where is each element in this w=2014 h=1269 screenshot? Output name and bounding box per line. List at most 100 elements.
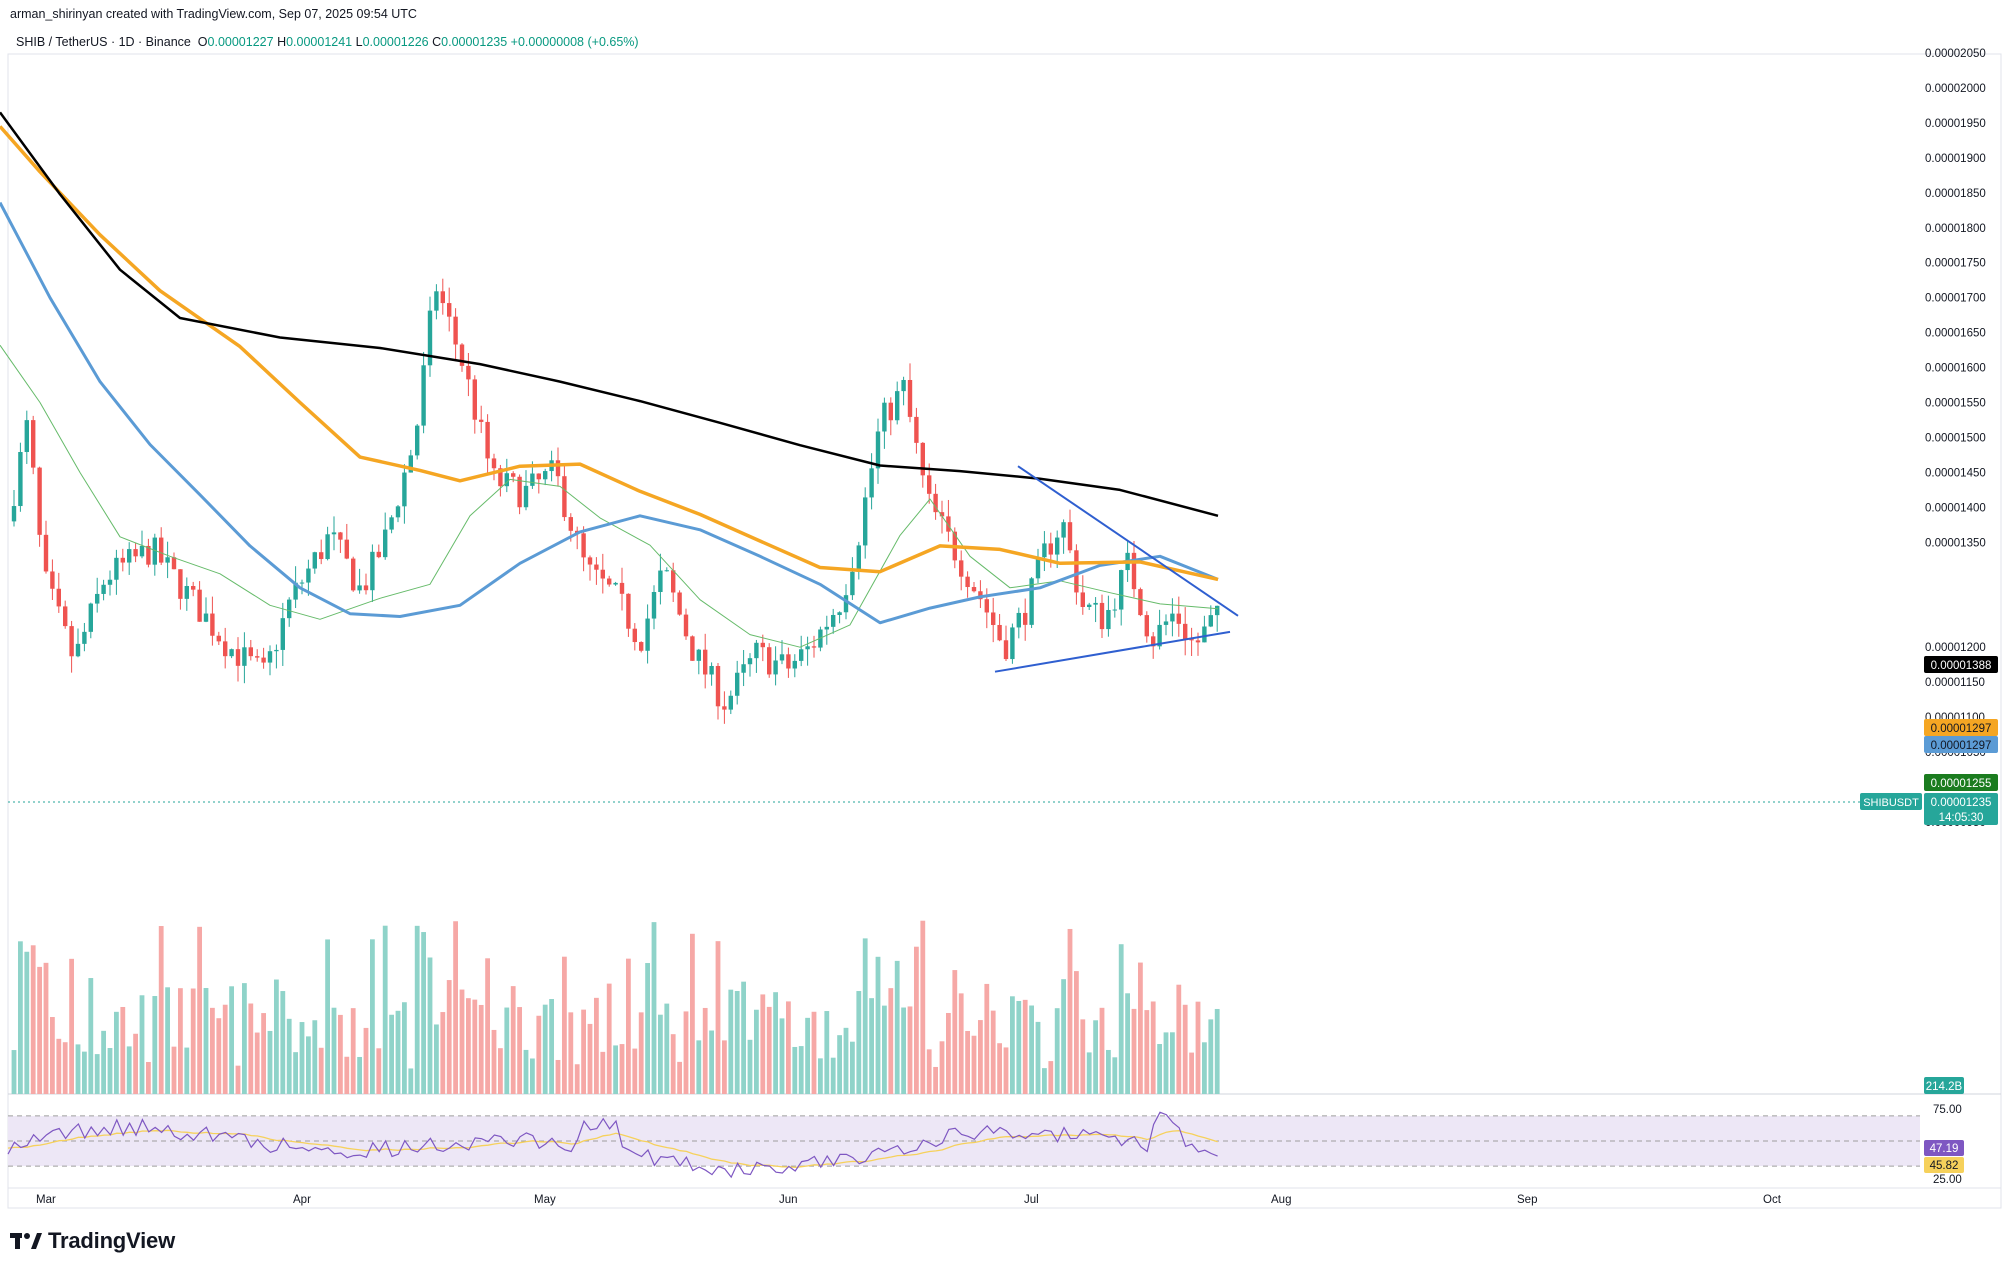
volume-bar — [414, 925, 420, 1094]
volume-bar — [318, 1047, 324, 1094]
volume-bar — [600, 1051, 606, 1094]
volume-bar — [926, 1049, 932, 1094]
volume-bar — [958, 993, 964, 1094]
volume-bar — [389, 1014, 394, 1094]
volume-bar — [862, 938, 868, 1094]
time-axis[interactable]: Mar Apr May Jun Jul Aug Sep Oct — [36, 1194, 1782, 1206]
tradingview-logo[interactable]: TradingView — [10, 1228, 175, 1254]
candle-body — [728, 695, 733, 710]
price-axis-label: 0.00001150 — [1925, 677, 1985, 689]
price-axis-label: 0.00001600 — [1925, 363, 1986, 375]
price-axis-label: 0.00001850 — [1925, 188, 1986, 200]
ma50-line — [0, 201, 1219, 625]
price-axis[interactable]: 0.00002050 0.00002000 0.00001950 0.00001900… — [1925, 48, 1986, 829]
volume-bar — [683, 1011, 689, 1094]
candle-body — [703, 649, 708, 675]
candle-body — [850, 571, 855, 596]
candle-body — [287, 599, 292, 619]
candle-body — [274, 649, 279, 652]
candle-body — [971, 587, 977, 592]
volume-bar — [350, 1008, 356, 1094]
price-axis-label: 0.00001650 — [1925, 328, 1986, 340]
rsi-background — [8, 1115, 1920, 1167]
volume-bar — [562, 956, 567, 1094]
candle-body — [1003, 640, 1009, 660]
volume-bar — [773, 992, 778, 1094]
price-axis-label: 0.00001400 — [1925, 502, 1986, 514]
open-label: O — [197, 35, 208, 49]
candle-body — [82, 631, 87, 644]
volume-bar — [1086, 1052, 1092, 1094]
volume-bar — [229, 986, 234, 1094]
candle-body — [43, 534, 49, 572]
volume-bar — [843, 1027, 849, 1094]
candle-body — [242, 647, 247, 666]
volume-bar — [158, 926, 164, 1094]
volume-bar — [1093, 1020, 1098, 1094]
volume-bar — [555, 1059, 561, 1094]
candle-body — [594, 564, 599, 570]
ascending-support-line[interactable] — [994, 630, 1231, 673]
candles — [11, 278, 1220, 724]
candle-body — [459, 344, 465, 366]
volume-bar — [702, 1007, 708, 1094]
volume-bar — [1125, 993, 1130, 1094]
volume-bar — [101, 1030, 106, 1094]
candle-body — [671, 570, 676, 593]
volume-bars — [11, 920, 1220, 1094]
candle-body — [165, 557, 170, 563]
volume-bar — [722, 1040, 727, 1094]
candle-body — [715, 665, 721, 707]
volume-bar — [779, 1018, 785, 1094]
volume-bar — [338, 1014, 343, 1094]
volume-bar — [491, 1029, 497, 1094]
volume-bar — [165, 987, 170, 1094]
volume-bar — [472, 999, 478, 1094]
rsi-lower-label: 25.00 — [1933, 1174, 1962, 1186]
candle-body — [1170, 613, 1175, 622]
volume-bar — [1112, 1057, 1118, 1094]
candle-body — [927, 475, 932, 494]
volume-bar — [946, 1012, 951, 1094]
volume-bar — [56, 1038, 62, 1094]
volume-bar — [901, 1007, 906, 1094]
candle-body — [875, 431, 881, 469]
candle-body — [344, 539, 349, 559]
volume-bar — [760, 994, 766, 1094]
candle-body — [863, 497, 868, 546]
symbol-info[interactable]: SHIB / TetherUS · 1D · Binance — [16, 35, 191, 49]
candle-body — [658, 570, 663, 592]
candle-body — [984, 599, 989, 613]
high-label: H — [277, 35, 287, 49]
volume-bar — [517, 1007, 522, 1094]
trendlines[interactable] — [994, 465, 1239, 673]
volume-bar — [530, 1058, 535, 1094]
candle-body — [664, 570, 669, 572]
volume-bar — [120, 1006, 126, 1094]
candle-body — [517, 476, 522, 508]
candle-body — [191, 586, 196, 590]
candle-body — [965, 576, 970, 588]
candle-body — [511, 473, 516, 477]
descending-resistance-line[interactable] — [1017, 465, 1239, 617]
candle-body — [421, 365, 426, 426]
volume-bar — [1054, 1008, 1060, 1094]
candle-body — [901, 379, 906, 392]
volume-bar — [1048, 1061, 1054, 1094]
candle-body — [485, 421, 490, 459]
candle-body — [402, 472, 407, 507]
candle-body — [210, 613, 215, 636]
candle-body — [197, 589, 202, 622]
candle-body — [895, 391, 900, 421]
candle-body — [1151, 636, 1156, 647]
volume-bar — [875, 956, 881, 1094]
volume-bar — [1195, 1001, 1201, 1094]
volume-bar — [690, 933, 695, 1094]
volume-bar — [952, 970, 958, 1094]
volume-bar — [894, 960, 900, 1094]
candle-body — [959, 560, 964, 577]
volume-bar — [990, 1010, 996, 1094]
rsi-ma-value-tag: 45.82 — [1924, 1157, 1964, 1173]
volume-bar — [37, 966, 42, 1094]
